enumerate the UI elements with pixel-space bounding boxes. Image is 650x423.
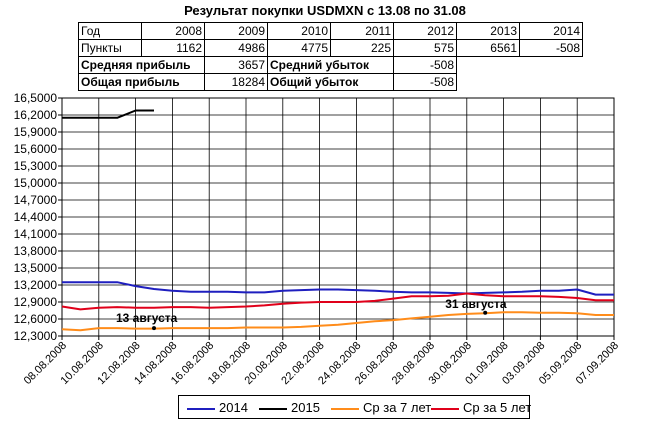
legend-item: Ср за 5 лет: [431, 400, 531, 415]
stats-table: Год 2008 2009 2010 2011 2012 2013 2014 П…: [78, 22, 583, 91]
y-tick-label: 16,2000: [14, 108, 58, 122]
annotation-label: 31 августа: [445, 297, 507, 311]
legend-label: Ср за 5 лет: [463, 400, 532, 415]
y-tick-label: 13,8000: [14, 244, 58, 258]
y-tick-label: 16,5000: [14, 91, 58, 105]
avg-loss-value: -508: [393, 56, 457, 74]
legend-label: 2014: [219, 400, 248, 415]
points-header: Пункты: [78, 39, 142, 57]
year-cell: 2012: [393, 22, 457, 40]
legend-swatch: [187, 407, 215, 410]
y-tick-label: 13,2000: [14, 278, 58, 292]
table-row-points: Пункты 1162 4986 4775 225 575 6561 -508: [78, 39, 583, 57]
y-tick-label: 12,9000: [14, 295, 58, 309]
total-loss-value: -508: [393, 73, 457, 91]
legend-label: Ср за 7 лет: [363, 400, 432, 415]
y-tick-label: 12,6000: [14, 312, 58, 326]
y-tick-label: 15,0000: [14, 176, 58, 190]
year-cell: 2008: [141, 22, 205, 40]
y-tick-label: 14,7000: [14, 193, 58, 207]
y-tick-label: 12,3000: [14, 329, 58, 343]
legend-swatch: [331, 407, 359, 410]
points-cell: 6561: [456, 39, 520, 57]
annotation-point: [152, 326, 156, 331]
table-row-averages: Средняя прибыль 3657 Средний убыток -508: [78, 56, 583, 74]
year-cell: 2014: [519, 22, 583, 40]
y-tick-label: 15,3000: [14, 159, 58, 173]
legend-item: Ср за 7 лет: [331, 400, 431, 415]
y-tick-label: 15,6000: [14, 142, 58, 156]
table-row-totals: Общая прибыль 18284 Общий убыток -508: [78, 73, 583, 91]
legend-label: 2015: [291, 400, 320, 415]
total-profit-label: Общая прибыль: [78, 73, 205, 91]
total-loss-label: Общий убыток: [267, 73, 394, 91]
legend-swatch: [259, 407, 287, 410]
legend-item: 2015: [259, 400, 320, 415]
chart-legend: 2014 2015 Ср за 7 лет Ср за 5 лет: [178, 395, 531, 419]
y-tick-label: 14,1000: [14, 227, 58, 241]
legend-swatch: [431, 407, 459, 410]
legend-item: 2014: [187, 400, 248, 415]
y-tick-label: 15,9000: [14, 125, 58, 139]
points-cell: -508: [519, 39, 583, 57]
table-row-years: Год 2008 2009 2010 2011 2012 2013 2014: [78, 22, 583, 40]
annotation-label: 13 августа: [116, 311, 178, 325]
y-tick-label: 13,5000: [14, 261, 58, 275]
y-tick-label: 14,4000: [14, 210, 58, 224]
series-line: [61, 292, 614, 311]
series-line: [62, 281, 614, 296]
series-line: [62, 109, 154, 119]
chart-title: Результат покупки USDMXN с 13.08 по 31.0…: [184, 3, 466, 18]
annotation-point: [483, 310, 488, 315]
total-profit-value: 18284: [204, 73, 268, 91]
